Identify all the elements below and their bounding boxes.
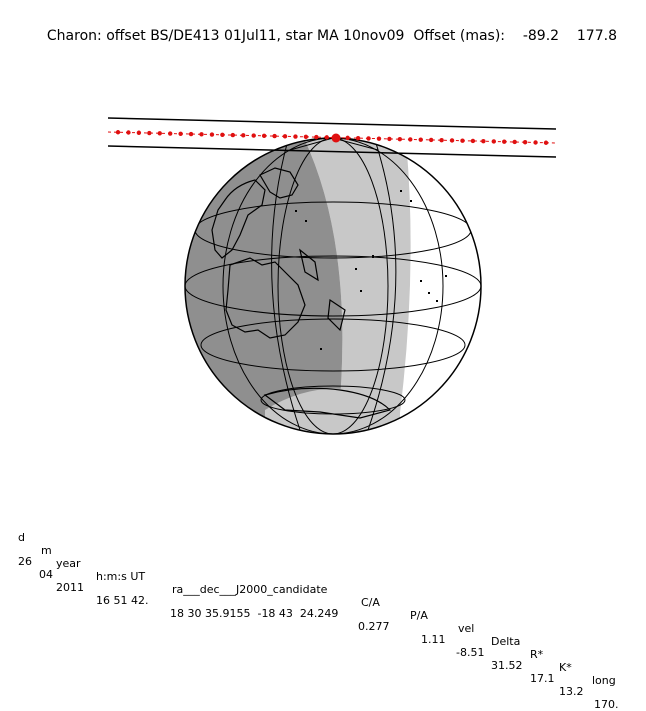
header-year: year	[56, 557, 81, 570]
header-month: m	[41, 544, 52, 557]
twilight-band	[300, 138, 411, 434]
track-point	[345, 135, 350, 141]
shadow-edge-north	[107, 117, 557, 130]
result-value-row: 26 04 2011 16 51 42. 18 30 35.9155 -18 4…	[0, 542, 619, 711]
track-point	[449, 138, 455, 143]
track-point	[157, 131, 162, 136]
value-day: 26	[18, 555, 32, 568]
track-point	[303, 134, 309, 140]
header-delta: Delta	[491, 635, 521, 648]
header-day: d	[18, 531, 25, 544]
track-point	[502, 139, 507, 144]
track-point	[188, 131, 194, 137]
value-ca: 0.277	[358, 620, 390, 633]
track-point	[418, 137, 423, 142]
track-point	[209, 132, 215, 137]
offset-x: -89.2	[522, 28, 560, 44]
track-point	[387, 136, 392, 142]
track-point	[293, 134, 298, 139]
occultation-map	[107, 117, 557, 435]
track-point	[241, 133, 246, 138]
track-point	[230, 132, 236, 138]
track-point	[408, 137, 413, 142]
closest-approach-marker	[331, 133, 341, 143]
track-point	[533, 140, 538, 145]
header-rstar: R*	[530, 648, 544, 661]
track-point	[251, 133, 256, 138]
track-point	[220, 132, 225, 138]
track-point	[366, 136, 371, 141]
value-long: 170.	[594, 698, 619, 711]
track-point	[178, 131, 183, 136]
header-long: long	[592, 674, 616, 687]
track-point	[397, 136, 403, 142]
track-point	[261, 133, 267, 139]
track-point	[167, 131, 173, 136]
track-point	[428, 137, 434, 143]
track-point	[460, 138, 465, 143]
shadow-center-track	[107, 130, 557, 145]
track-point	[272, 133, 277, 139]
value-time: 16 51 42.	[96, 594, 149, 607]
plot-title: Charon: offset BS/DE413 01Jul11, star MA…	[38, 12, 617, 44]
offset-label: Offset (mas):	[413, 28, 506, 44]
title-prefix: Charon: offset BS/DE413 01Jul11, star MA…	[46, 28, 405, 44]
shadow-edge-south	[107, 145, 557, 158]
value-rstar: 17.1	[530, 672, 555, 685]
track-point	[470, 138, 476, 144]
track-point	[199, 132, 204, 137]
value-coordinates: 18 30 35.9155 -18 43 24.249	[170, 607, 339, 620]
track-point	[355, 135, 361, 141]
value-pa: 1.11	[421, 633, 446, 646]
header-kstar: K*	[559, 661, 572, 674]
track-point	[115, 130, 121, 135]
track-point	[376, 136, 382, 141]
track-point	[543, 140, 549, 145]
track-point	[282, 134, 288, 139]
value-year: 2011	[56, 581, 84, 594]
header-coordinates: ra___dec___J2000_candidate	[172, 583, 328, 596]
graticule	[185, 138, 481, 434]
track-point	[126, 130, 131, 135]
islands	[295, 190, 447, 350]
value-delta: 31.52	[491, 659, 523, 672]
coastlines	[211, 167, 392, 419]
track-point	[147, 130, 152, 136]
track-point	[481, 139, 486, 144]
track-point	[491, 139, 497, 144]
value-vel: -8.51	[456, 646, 485, 659]
value-month: 04	[39, 568, 53, 581]
track-point	[136, 130, 142, 135]
header-pa: P/A	[410, 609, 428, 622]
header-vel: vel	[458, 622, 475, 635]
earth-globe	[185, 138, 481, 434]
track-point	[439, 137, 444, 143]
value-kstar: 13.2	[559, 685, 584, 698]
header-ca: C/A	[361, 596, 380, 609]
track-point	[324, 135, 329, 140]
track-point	[522, 140, 528, 145]
track-point	[314, 134, 319, 140]
offset-y: 177.8	[576, 28, 617, 44]
track-point	[512, 139, 517, 145]
header-time: h:m:s UT	[96, 570, 146, 583]
